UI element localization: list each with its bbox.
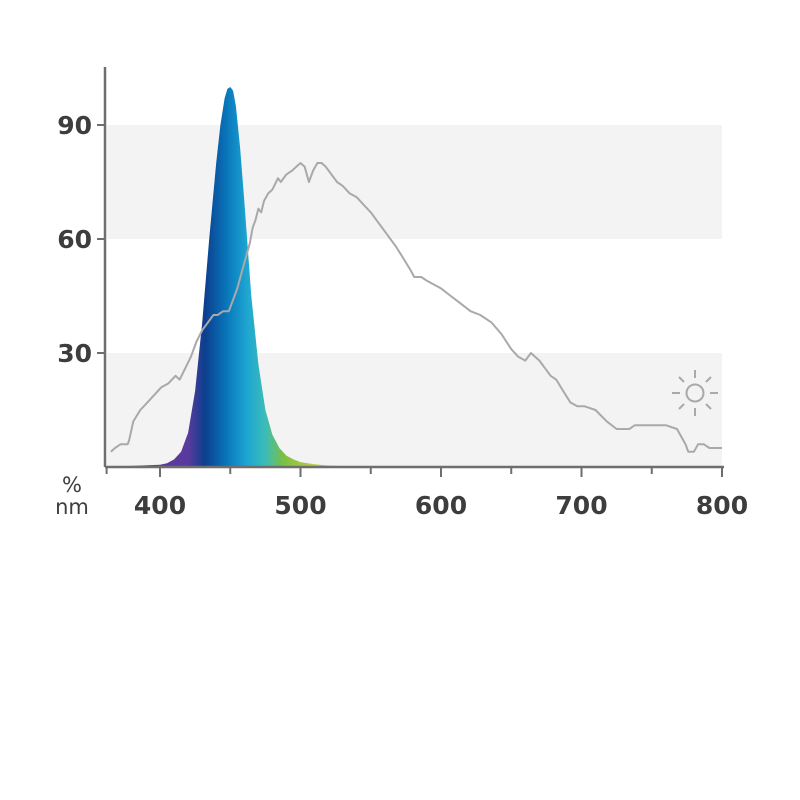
axis-units: % nm — [55, 473, 89, 519]
y-unit-label: % — [62, 473, 82, 497]
y-tick-label-30: 30 — [57, 339, 92, 368]
sunlight-line-layer — [110, 162, 722, 453]
spectrum-area-layer — [106, 87, 723, 467]
x-tick-label-400: 400 — [134, 491, 186, 520]
sun-icon — [672, 370, 718, 416]
x-tick-label-800: 800 — [696, 491, 748, 520]
x-tick-label-600: 600 — [415, 491, 467, 520]
led-spectrum-area — [106, 87, 723, 467]
y-tick-label-90: 90 — [57, 111, 92, 140]
y-tick-label-60: 60 — [57, 225, 92, 254]
grid-band-2 — [107, 125, 722, 239]
x-tick-label-500: 500 — [274, 491, 326, 520]
tick-labels: 30 60 90 400 500 600 700 800 — [57, 111, 748, 520]
sunlight-spectrum-line — [110, 162, 722, 453]
axes — [97, 67, 724, 477]
x-tick-label-700: 700 — [555, 491, 607, 520]
x-unit-label: nm — [55, 495, 89, 519]
